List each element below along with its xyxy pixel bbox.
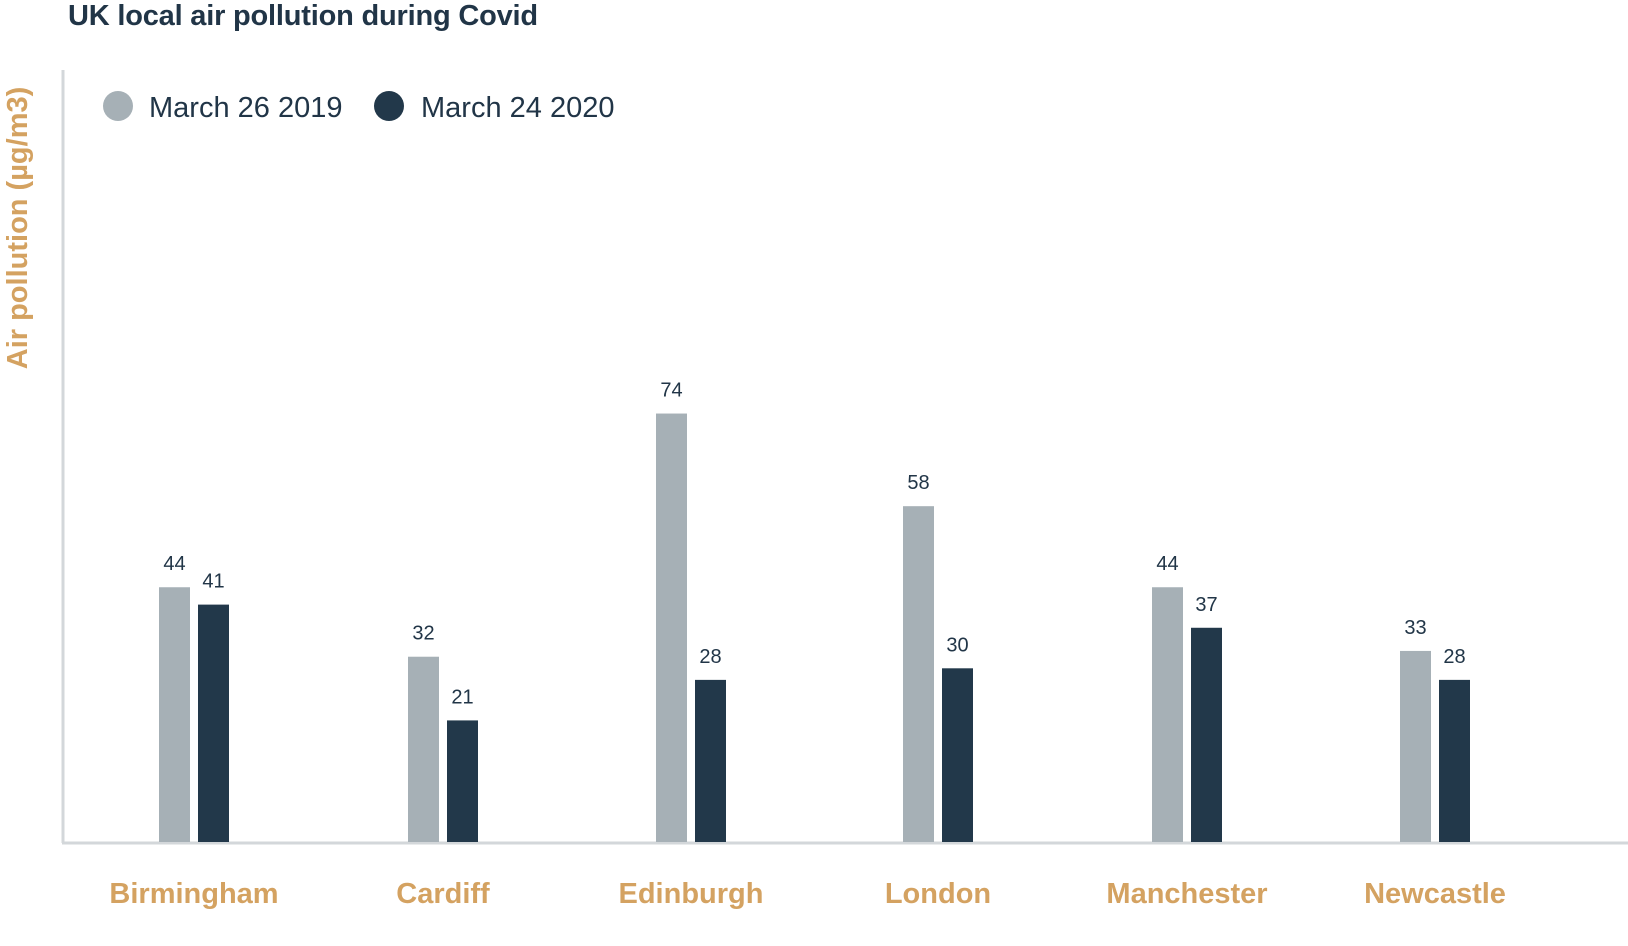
bar-manchester-series-1 xyxy=(1152,587,1183,842)
bar-newcastle-series-2 xyxy=(1439,679,1470,842)
legend-label-series-2: March 24 2020 xyxy=(421,92,614,124)
x-tick-label-group: Birmingham Cardiff Edinburgh London Manchest… xyxy=(109,878,1506,910)
value-label-cardiff-series-2: 21 xyxy=(451,686,473,708)
value-label-group: 44 41 32 21 74 28 58 30 44 37 33 28 xyxy=(163,380,1465,709)
value-label-newcastle-series-2: 28 xyxy=(1443,646,1465,668)
bar-birmingham-series-1 xyxy=(159,587,190,842)
bar-london-series-1 xyxy=(903,506,934,842)
value-label-london-series-1: 58 xyxy=(907,472,929,494)
value-label-manchester-series-2: 37 xyxy=(1195,594,1217,616)
legend-label-series-1: March 26 2019 xyxy=(149,92,342,124)
chart-title: UK local air pollution during Covid xyxy=(68,0,538,32)
x-tick-label-manchester: Manchester xyxy=(1106,878,1267,910)
legend-swatch-series-1 xyxy=(103,91,133,121)
value-label-cardiff-series-1: 32 xyxy=(412,623,434,645)
legend: March 26 2019 March 24 2020 xyxy=(103,91,614,124)
x-tick-label-newcastle: Newcastle xyxy=(1364,878,1506,910)
bar-group xyxy=(159,413,1470,842)
value-label-london-series-2: 30 xyxy=(946,634,968,656)
x-tick-label-cardiff: Cardiff xyxy=(396,878,490,910)
x-tick-label-london: London xyxy=(885,878,991,910)
bar-manchester-series-2 xyxy=(1191,627,1222,842)
bar-edinburgh-series-1 xyxy=(656,413,687,842)
legend-swatch-series-2 xyxy=(374,91,404,121)
bar-cardiff-series-2 xyxy=(447,720,478,842)
bar-cardiff-series-1 xyxy=(408,656,439,842)
x-tick-label-birmingham: Birmingham xyxy=(109,878,278,910)
value-label-birmingham-series-2: 41 xyxy=(202,571,224,593)
value-label-manchester-series-1: 44 xyxy=(1156,553,1178,575)
value-label-edinburgh-series-2: 28 xyxy=(699,646,721,668)
value-label-edinburgh-series-1: 74 xyxy=(660,380,682,402)
value-label-newcastle-series-1: 33 xyxy=(1404,617,1426,639)
bar-london-series-2 xyxy=(942,668,973,842)
y-axis-title: Air pollution (µg/m3) xyxy=(2,87,34,370)
bar-newcastle-series-1 xyxy=(1400,650,1431,842)
bar-birmingham-series-2 xyxy=(198,604,229,842)
x-tick-label-edinburgh: Edinburgh xyxy=(619,878,764,910)
value-label-birmingham-series-1: 44 xyxy=(163,553,185,575)
chart-axes xyxy=(61,70,1628,845)
bar-edinburgh-series-2 xyxy=(695,679,726,842)
